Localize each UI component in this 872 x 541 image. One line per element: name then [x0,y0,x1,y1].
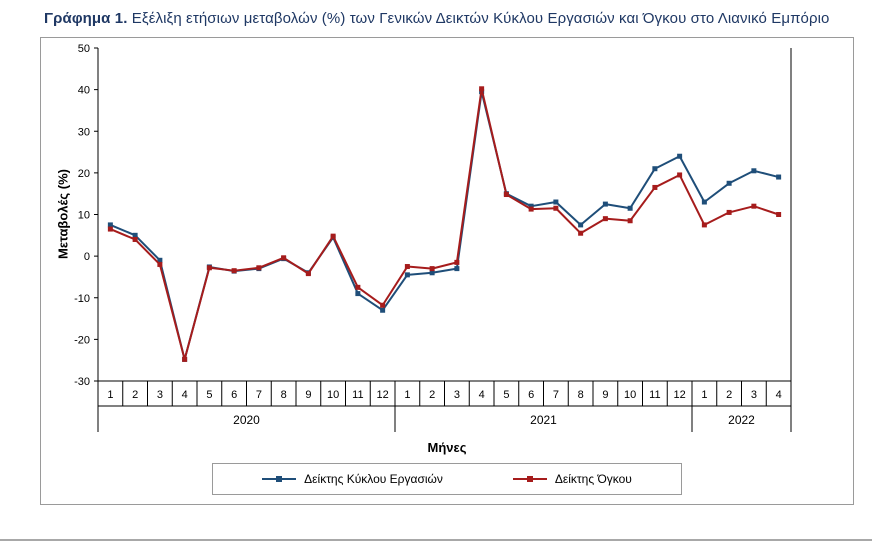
svg-text:6: 6 [528,389,534,401]
svg-text:1: 1 [107,389,113,401]
svg-text:2021: 2021 [530,413,557,427]
svg-text:5: 5 [503,389,509,401]
svg-text:1: 1 [701,389,707,401]
svg-text:7: 7 [256,389,262,401]
svg-text:2020: 2020 [233,413,260,427]
svg-text:8: 8 [578,389,584,401]
legend-label-turnover: Δείκτης Κύκλου Εργασιών [304,472,443,486]
chart-frame: -30 -20 -10 0 10 20 30 40 50 1 2 3 4 5 6 7 8 9 10 11 12 1 2 3 4 5… [40,37,854,505]
svg-text:-10: -10 [74,293,90,305]
svg-text:3: 3 [157,389,163,401]
svg-text:7: 7 [553,389,559,401]
svg-text:5: 5 [206,389,212,401]
svg-text:30: 30 [78,126,90,138]
svg-text:9: 9 [305,389,311,401]
svg-text:40: 40 [78,85,90,97]
svg-text:3: 3 [751,389,757,401]
legend-item-turnover: Δείκτης Κύκλου Εργασιών [262,472,443,486]
x-axis-title: Μήνες [427,440,467,455]
svg-text:9: 9 [602,389,608,401]
svg-text:10: 10 [327,389,339,401]
svg-text:2: 2 [429,389,435,401]
legend-label-volume: Δείκτης Όγκου [554,472,632,486]
svg-text:-30: -30 [74,376,90,388]
svg-text:12: 12 [377,389,389,401]
svg-text:10: 10 [624,389,636,401]
svg-text:0: 0 [84,251,90,263]
svg-text:20: 20 [78,168,90,180]
svg-text:11: 11 [352,389,363,401]
svg-text:4: 4 [776,389,782,401]
svg-text:8: 8 [281,389,287,401]
legend: Δείκτης Κύκλου Εργασιών Δείκτης Όγκου [212,463,682,495]
svg-text:2: 2 [726,389,732,401]
svg-text:12: 12 [674,389,686,401]
svg-text:10: 10 [78,210,90,222]
svg-text:2022: 2022 [728,413,755,427]
svg-text:-20: -20 [74,334,90,346]
svg-text:4: 4 [182,389,188,401]
volume-series-swatch-icon [512,475,547,483]
svg-text:4: 4 [479,389,485,401]
svg-text:6: 6 [231,389,237,401]
chart-title-text: Εξέλιξη ετήσιων μεταβολών (%) των Γενικώ… [127,10,830,27]
chart-title-prefix: Γράφημα 1. [44,10,128,27]
svg-text:3: 3 [454,389,460,401]
svg-text:1: 1 [404,389,410,401]
svg-text:50: 50 [78,43,90,55]
svg-text:11: 11 [649,389,660,401]
svg-text:2: 2 [132,389,138,401]
legend-item-volume: Δείκτης Όγκου [512,472,632,486]
turnover-series-swatch-icon [262,475,297,483]
chart-title: Γράφημα 1. Εξέλιξη ετήσιων μεταβολών (%)… [44,10,872,27]
y-axis-title: Μεταβολές (%) [55,169,71,259]
